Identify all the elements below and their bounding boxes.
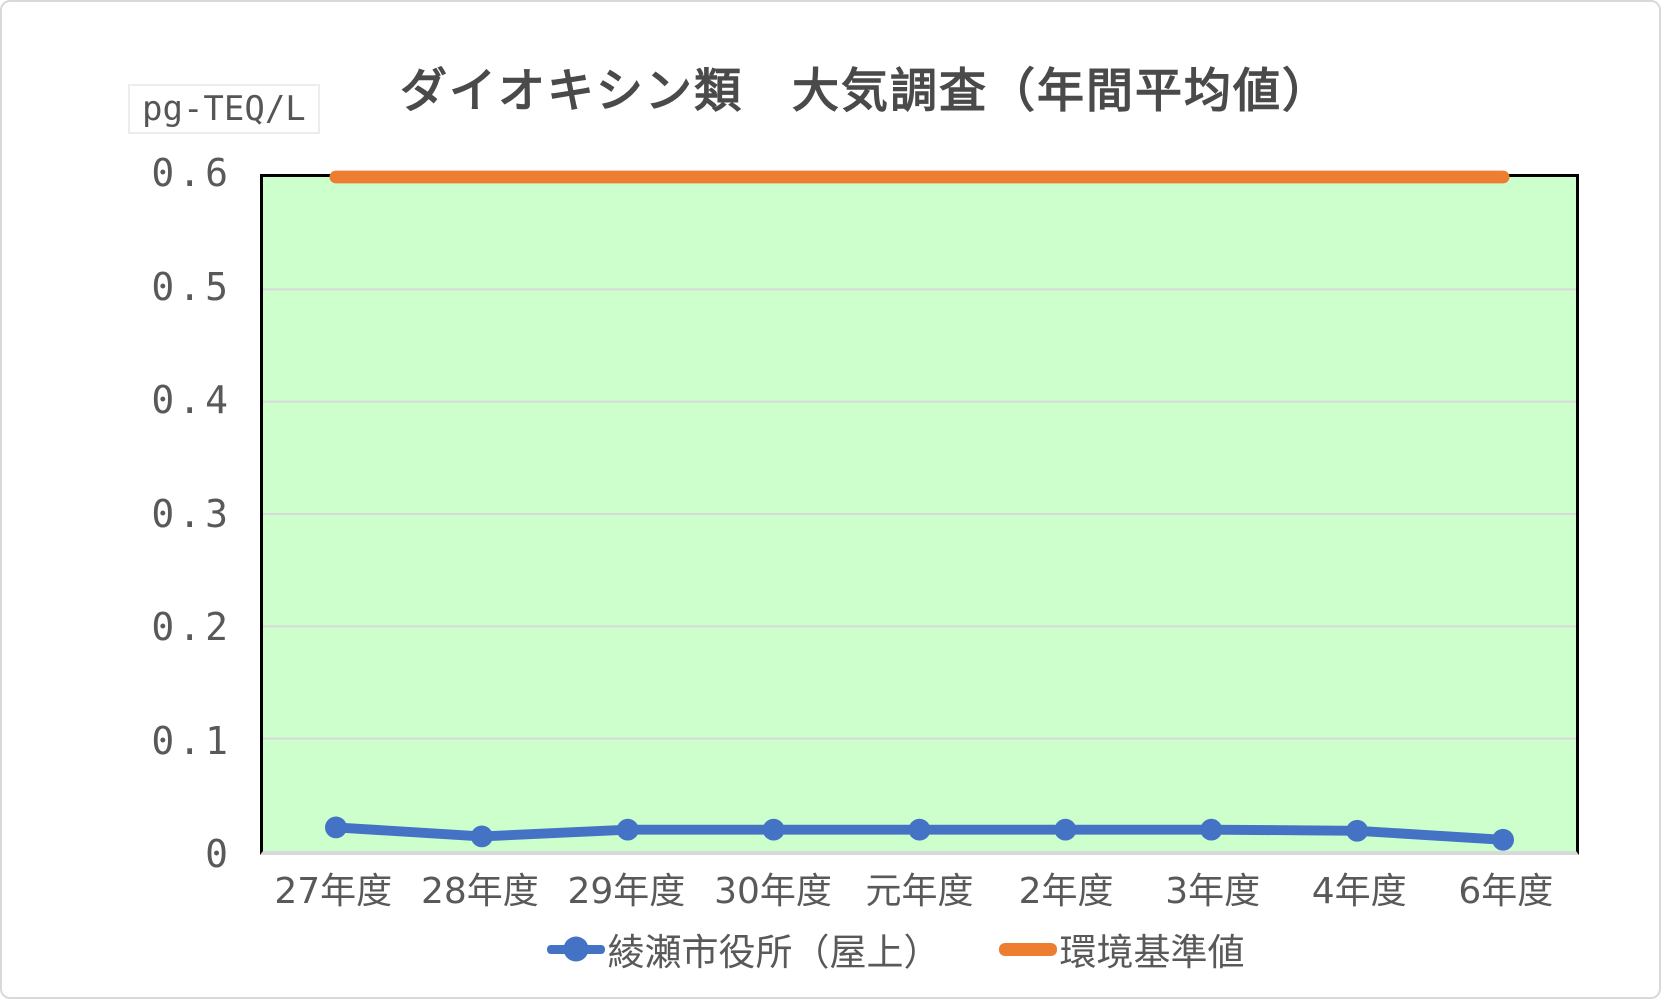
y-tick-label: 0.5: [151, 264, 232, 309]
chart-canvas: [263, 170, 1576, 851]
y-tick-label: 0.3: [151, 491, 232, 536]
legend: 綾瀬市役所（屋上） 環境基準値: [2, 922, 1659, 976]
legend-item-monitoring-station: 綾瀬市役所（屋上）: [546, 922, 941, 976]
x-tick-label: 28年度: [420, 871, 539, 912]
y-tick-label: 0.1: [151, 718, 232, 763]
x-tick-label: 2年度: [1018, 871, 1114, 912]
data-point-marker: [908, 818, 931, 841]
plot-area: [260, 170, 1579, 855]
line-glyph: [998, 942, 1057, 956]
x-axis-labels: 27年度 28年度 29年度 30年度 元年度 2年度 3年度 4年度 6年度: [260, 862, 1579, 914]
y-axis-unit-box: pg-TEQ/L: [128, 84, 320, 134]
data-point-marker: [762, 818, 785, 841]
marker-dot-icon: [563, 936, 588, 962]
legend-item-environmental-standard: 環境基準値: [998, 922, 1245, 976]
data-point-marker: [1492, 828, 1515, 851]
y-axis-labels: 0.6 0.5 0.4 0.3 0.2 0.1 0: [52, 151, 232, 876]
legend-label-monitoring-station: 綾瀬市役所（屋上）: [607, 931, 941, 974]
data-point-marker: [470, 825, 493, 848]
x-tick-label: 4年度: [1311, 871, 1407, 912]
line-marker-glyph: [546, 936, 605, 962]
data-point-marker: [1200, 818, 1223, 841]
x-tick-label: 6年度: [1458, 871, 1554, 912]
y-tick-label: 0.4: [151, 378, 232, 423]
x-tick-label: 元年度: [865, 871, 974, 912]
y-axis-unit-label: pg-TEQ/L: [142, 89, 306, 129]
chart-title: ダイオキシン類 大気調査（年間平均値）: [400, 64, 1331, 119]
y-tick-label: 0: [205, 832, 232, 877]
y-tick-label: 0.2: [151, 605, 232, 650]
x-tick-label: 27年度: [274, 871, 393, 912]
data-point-marker: [1054, 818, 1077, 841]
x-tick-label: 29年度: [567, 871, 686, 912]
legend-label-environmental-standard: 環境基準値: [1059, 931, 1245, 974]
data-point-marker: [1346, 819, 1369, 842]
x-tick-label: 3年度: [1165, 871, 1261, 912]
data-point-marker: [324, 816, 347, 839]
y-tick-label: 0.6: [151, 151, 232, 196]
x-tick-label: 30年度: [714, 871, 832, 912]
data-point-marker: [616, 818, 639, 841]
